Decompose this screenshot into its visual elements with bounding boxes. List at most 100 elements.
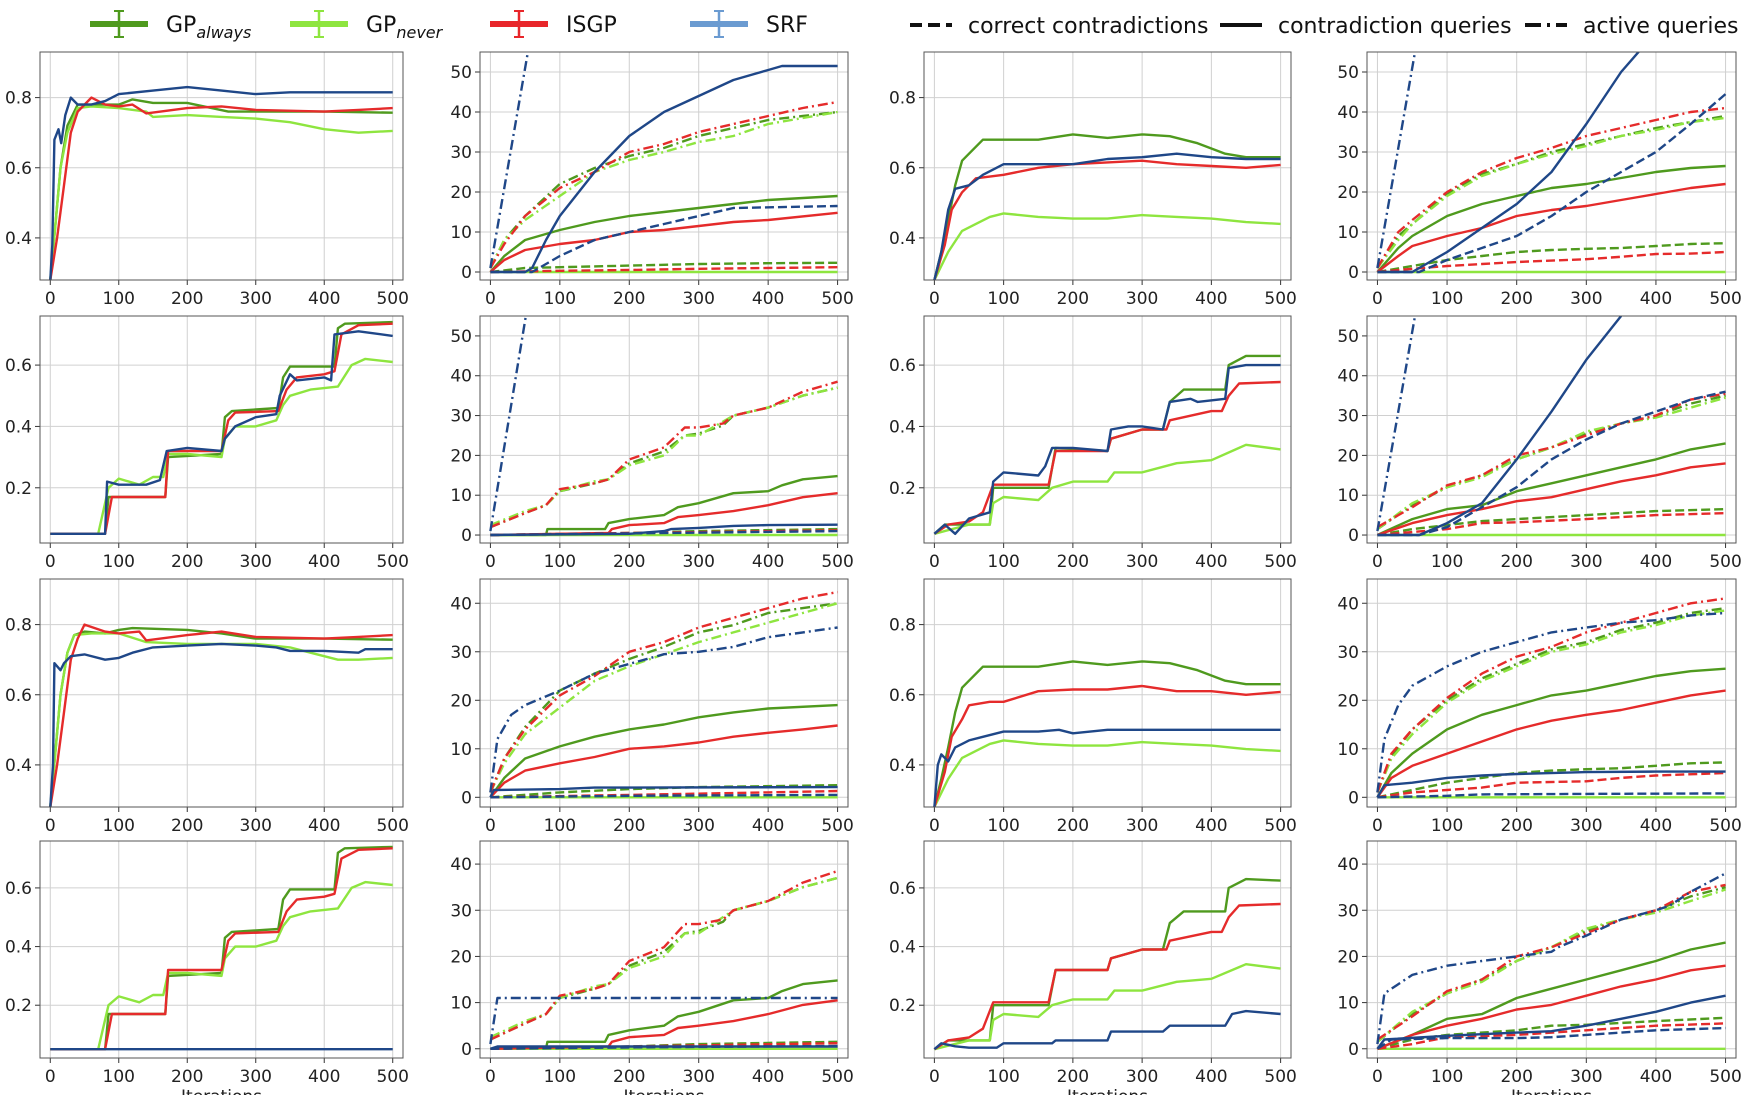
- series-line-ISGP-dashdot: [1376, 883, 1726, 1041]
- series-line-GP_always-solid: [933, 877, 1281, 1051]
- axes-frame: [923, 51, 1292, 281]
- legend-item-GP_always: GPalways: [90, 10, 251, 42]
- x-tick-label: 0: [1372, 1067, 1383, 1087]
- series-line-ISGP-solid: [49, 96, 393, 280]
- x-tick-label: 500: [821, 816, 853, 836]
- series-line-ISGP-solid: [490, 492, 838, 537]
- series-line-GP_always-solid: [489, 194, 838, 273]
- series-line-ISGP-solid: [933, 380, 1281, 535]
- x-tick-label: 100: [544, 289, 576, 309]
- x-tick-label: 200: [1500, 289, 1532, 309]
- series-group: [933, 133, 1281, 280]
- y-tick-label: 10: [450, 223, 472, 243]
- subplot-r1-c2: 0 100 200 300 400 500 0 10 20 30 40 50: [450, 51, 854, 309]
- series-line-SRF-dashdot: [489, 316, 528, 532]
- legend-label: active queries: [1583, 14, 1738, 39]
- series-line-SRF-dashdot: [489, 52, 530, 269]
- x-axis-label: Iterations: [1067, 1087, 1148, 1095]
- y-tick-label: 10: [450, 486, 472, 506]
- series-line-SRF-solid: [933, 152, 1281, 280]
- x-tick-label: 0: [485, 552, 496, 572]
- series-group: [489, 590, 838, 799]
- series-line-GP_always-dashdot: [489, 876, 838, 1041]
- y-tick-label: 0.6: [5, 686, 32, 706]
- y-tick-label: 20: [1337, 183, 1359, 203]
- series-line-ISGP-solid: [489, 724, 838, 799]
- x-tick-label: 300: [240, 816, 272, 836]
- legend-item-ISGP: ISGP: [490, 10, 617, 38]
- series-line-ISGP-dashdot: [489, 380, 838, 529]
- x-tick-label: 200: [1500, 1067, 1532, 1087]
- series-line-ISGP-solid: [50, 847, 393, 1051]
- legend-label: GPalways: [166, 13, 251, 42]
- x-tick-label: 400: [1640, 816, 1672, 836]
- series-line-SRF-dashdot: [489, 996, 838, 1045]
- x-tick-label: 500: [821, 1067, 853, 1087]
- y-tick-label: 20: [450, 691, 472, 711]
- series-line-SRF-dashdot: [489, 626, 838, 793]
- series-line-ISGP-solid: [1376, 964, 1726, 1050]
- axes-frame: [479, 315, 849, 544]
- subplot-r4-c2: 0 100 200 300 400 500 0 10 20 30 40 Iterations: [450, 840, 854, 1095]
- series-group: [1376, 597, 1726, 799]
- series-line-SRF-dashdot: [1376, 611, 1726, 793]
- series-line-ISGP-solid: [490, 999, 838, 1050]
- series-line-SRF-solid: [1376, 994, 1726, 1050]
- x-tick-label: 400: [752, 1067, 784, 1087]
- x-tick-label: 300: [1570, 816, 1602, 836]
- x-tick-label: 400: [752, 816, 784, 836]
- series-line-GP_never-dashdot: [489, 110, 838, 269]
- series-group: [1376, 316, 1726, 537]
- series-group: [933, 660, 1281, 807]
- y-tick-label: 0.4: [889, 938, 916, 958]
- x-tick-label: 300: [240, 289, 272, 309]
- series-line-ISGP-dashdot: [489, 590, 838, 793]
- x-tick-label: 200: [613, 289, 645, 309]
- legend-item-GP_never: GPnever: [290, 10, 444, 42]
- series-group: [50, 845, 393, 1051]
- y-tick-label: 0.8: [889, 616, 916, 636]
- subplot-r3-c1: 0 100 200 300 400 500 0.4 0.6 0.8: [5, 578, 409, 836]
- x-tick-label: 300: [1126, 552, 1158, 572]
- x-tick-label: 0: [1372, 552, 1383, 572]
- axes-frame: [39, 578, 404, 808]
- y-tick-label: 0.4: [889, 756, 916, 776]
- x-tick-label: 100: [544, 552, 576, 572]
- series-line-SRF-dashed: [490, 529, 838, 537]
- series-line-GP_always-solid: [50, 845, 393, 1051]
- x-tick-label: 100: [987, 289, 1019, 309]
- x-tick-label: 100: [1431, 289, 1463, 309]
- x-tick-label: 400: [308, 289, 340, 309]
- series-line-GP_never-solid: [933, 212, 1281, 280]
- x-tick-label: 500: [1709, 552, 1741, 572]
- y-tick-label: 40: [1337, 594, 1359, 614]
- x-tick-label: 500: [821, 289, 853, 309]
- x-tick-label: 100: [103, 816, 135, 836]
- subplot-r2-c3: 0 100 200 300 400 500 0.2 0.4 0.6: [889, 315, 1297, 572]
- series-line-GP_always-solid: [933, 133, 1281, 280]
- legend-label: contradiction queries: [1278, 14, 1512, 39]
- axes-frame: [923, 840, 1292, 1059]
- y-tick-label: 20: [450, 446, 472, 466]
- x-tick-label: 500: [376, 289, 408, 309]
- y-tick-label: 30: [450, 643, 472, 663]
- series-line-SRF-solid: [50, 330, 393, 535]
- series-group: [49, 85, 393, 280]
- y-tick-label: 40: [1337, 103, 1359, 123]
- x-tick-label: 200: [1057, 552, 1089, 572]
- y-tick-label: 0.6: [889, 356, 916, 376]
- axes-frame: [479, 578, 849, 808]
- series-line-GP_always-solid: [49, 626, 393, 807]
- series-line-SRF-solid: [490, 64, 838, 274]
- y-tick-label: 0.8: [889, 89, 916, 109]
- x-axis-label: Iterations: [624, 1087, 705, 1095]
- series-line-GP_always-dashed: [490, 261, 838, 274]
- x-tick-label: 200: [613, 1067, 645, 1087]
- x-tick-label: 0: [45, 289, 56, 309]
- series-group: [1376, 52, 1727, 274]
- x-tick-label: 300: [240, 552, 272, 572]
- y-tick-label: 40: [450, 367, 472, 387]
- series-line-GP_always-solid: [1376, 442, 1726, 537]
- y-tick-label: 0.6: [5, 159, 32, 179]
- series-line-SRF-dashed: [1377, 93, 1727, 274]
